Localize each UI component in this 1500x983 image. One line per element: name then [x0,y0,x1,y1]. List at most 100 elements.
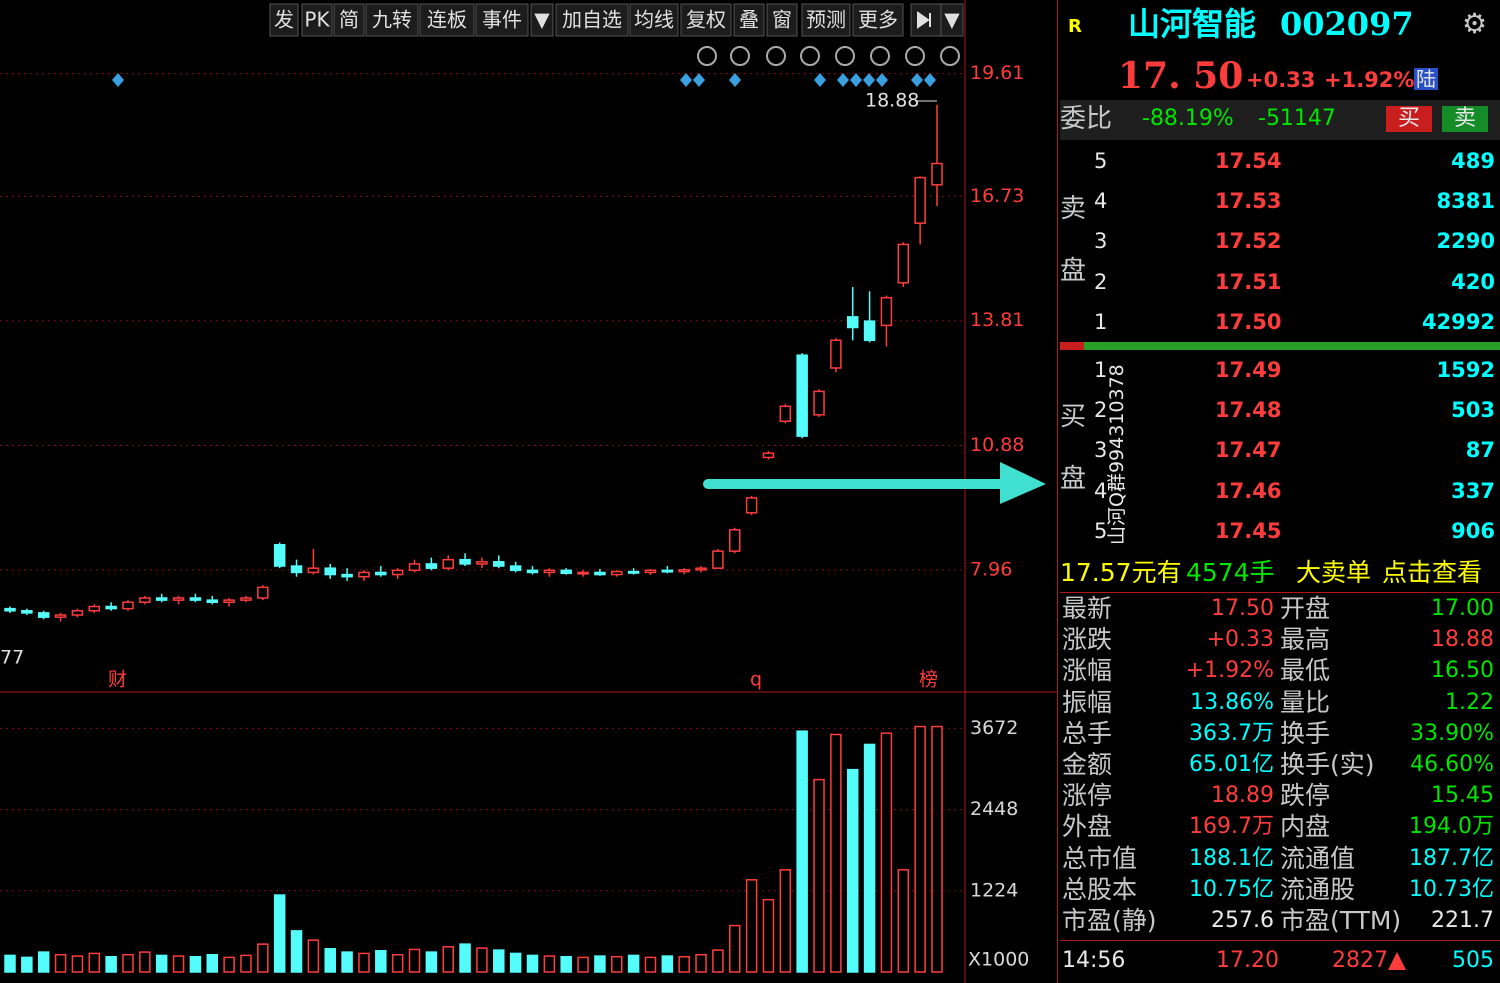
buy-button[interactable]: 买 [1386,106,1433,132]
stat-label: 换手(实) [1280,750,1375,779]
toolbar-button[interactable]: 叠 [739,8,759,32]
level-volume: 87 [1465,438,1495,462]
toolbar-button[interactable]: 九转 [372,8,412,32]
buy-label: 盘 [1060,464,1087,494]
stat-label: 金额 [1062,750,1113,779]
sell-label: 盘 [1060,256,1087,286]
stat-label: 涨幅 [1062,656,1113,686]
sell-button[interactable]: 卖 [1442,106,1489,132]
toolbar-button-bg [555,3,629,37]
toolbar-button[interactable]: PK [304,8,330,32]
stat-value: 10.73亿 [1409,876,1494,902]
stat-label: 总股本 [1062,874,1138,904]
candle-body [324,567,336,576]
candle-body [695,567,707,571]
candle-body [796,354,808,437]
candle-body [189,597,202,601]
candle-body [509,565,522,572]
candle-body [813,390,825,416]
toolbar-button-bg [269,3,299,37]
stat-label: 量比 [1280,687,1331,717]
candle-body [442,558,454,569]
candle-body [459,558,471,565]
toolbar-button[interactable]: 加自选 [562,8,622,32]
stat-label: 跌停 [1280,781,1331,811]
big-order[interactable]: 点击查看 [1382,558,1483,587]
candle-body [290,565,303,574]
level-price: 17.53 [1215,189,1282,213]
y-tick-label: 7.96 [970,558,1012,580]
stat-value: 17.50 [1211,596,1274,621]
toolbar-button[interactable]: ▼ [534,8,550,32]
toolbar-icon [917,11,931,29]
stat-value: 1.22 [1445,689,1494,715]
toolbar-button[interactable]: 连板 [427,8,467,32]
level-price: 17.46 [1215,479,1282,503]
candle-body [122,601,134,610]
level-no: 2 [1094,270,1108,294]
volume-bar [476,947,488,973]
volume-bar [813,778,825,973]
volume-bar [37,951,50,973]
candle-body [661,569,674,573]
tool-icon [940,46,960,66]
price-pct: +1.92% [1324,68,1415,92]
toolbar-button-bg [680,3,732,37]
volume-bar [4,954,16,973]
weibi-label: 委比 [1060,104,1113,134]
stock-name: 山河智能 [1128,5,1257,43]
candle-body [762,452,775,459]
level-volume: 8381 [1436,189,1495,213]
toolbar-button[interactable]: ▼ [944,8,960,32]
toolbar-button[interactable]: 预测 [806,8,846,32]
volume-bar [577,956,589,973]
volume-bar [442,946,454,973]
stat-label: 最高 [1280,625,1331,655]
event-marker [924,73,936,87]
stat-label: 总市值 [1062,843,1138,873]
toolbar-button[interactable]: 发 [274,8,294,32]
candle-body [139,597,151,604]
stat-value: 363.7万 [1189,720,1274,746]
big-order: 4574手 [1186,558,1275,587]
toolbar-button-bg [766,3,798,37]
level-volume: 1592 [1436,358,1495,382]
buy-label: 买 [1060,402,1087,432]
annotation-arrow-head [1000,462,1046,504]
toolbar-button-bg [733,3,765,37]
level-volume: 337 [1451,479,1495,503]
up-arrow [1388,952,1406,970]
toolbar-button[interactable]: 更多 [858,8,898,32]
toolbar-button[interactable]: 事件 [482,8,522,32]
volume-bar [223,956,235,973]
toolbar-button[interactable]: 复权 [686,8,726,32]
level-no: 4 [1094,189,1108,213]
level-price: 17.52 [1215,229,1282,253]
event-marker [112,73,124,87]
level-price: 17.47 [1215,438,1282,462]
volume-bar [712,949,724,973]
y-tick-label: 19.61 [970,62,1024,84]
settings-icon[interactable]: ⚙ [1462,7,1488,40]
quote-panel: R 山河智能 002097 ⚙ 17. 50 +0.33 +1.92% 陆委比 -88.19% -… [1060,0,1500,983]
toolbar-button[interactable]: 窗 [772,8,792,32]
stat-value: 18.89 [1211,783,1274,809]
candle-body [627,570,640,574]
toolbar-button[interactable]: 简 [339,8,359,32]
stat-label: 最低 [1280,656,1331,686]
volume-bar [695,954,707,973]
toolbar-button[interactable]: 均线 [634,8,674,32]
stat-value: 65.01亿 [1189,752,1274,777]
level-volume: 2290 [1436,229,1495,253]
stat-label: 开盘 [1280,594,1331,623]
stat-value: 18.88 [1431,627,1494,653]
volume-bar [897,869,910,973]
volume-bar [408,948,421,973]
candle-body [863,320,876,342]
candle-body [897,243,910,284]
stat-value: +1.92% [1185,658,1274,684]
volume-bar [105,955,117,973]
volume-bar [307,939,320,973]
level-no: 1 [1094,310,1108,334]
candle-body [37,612,50,618]
